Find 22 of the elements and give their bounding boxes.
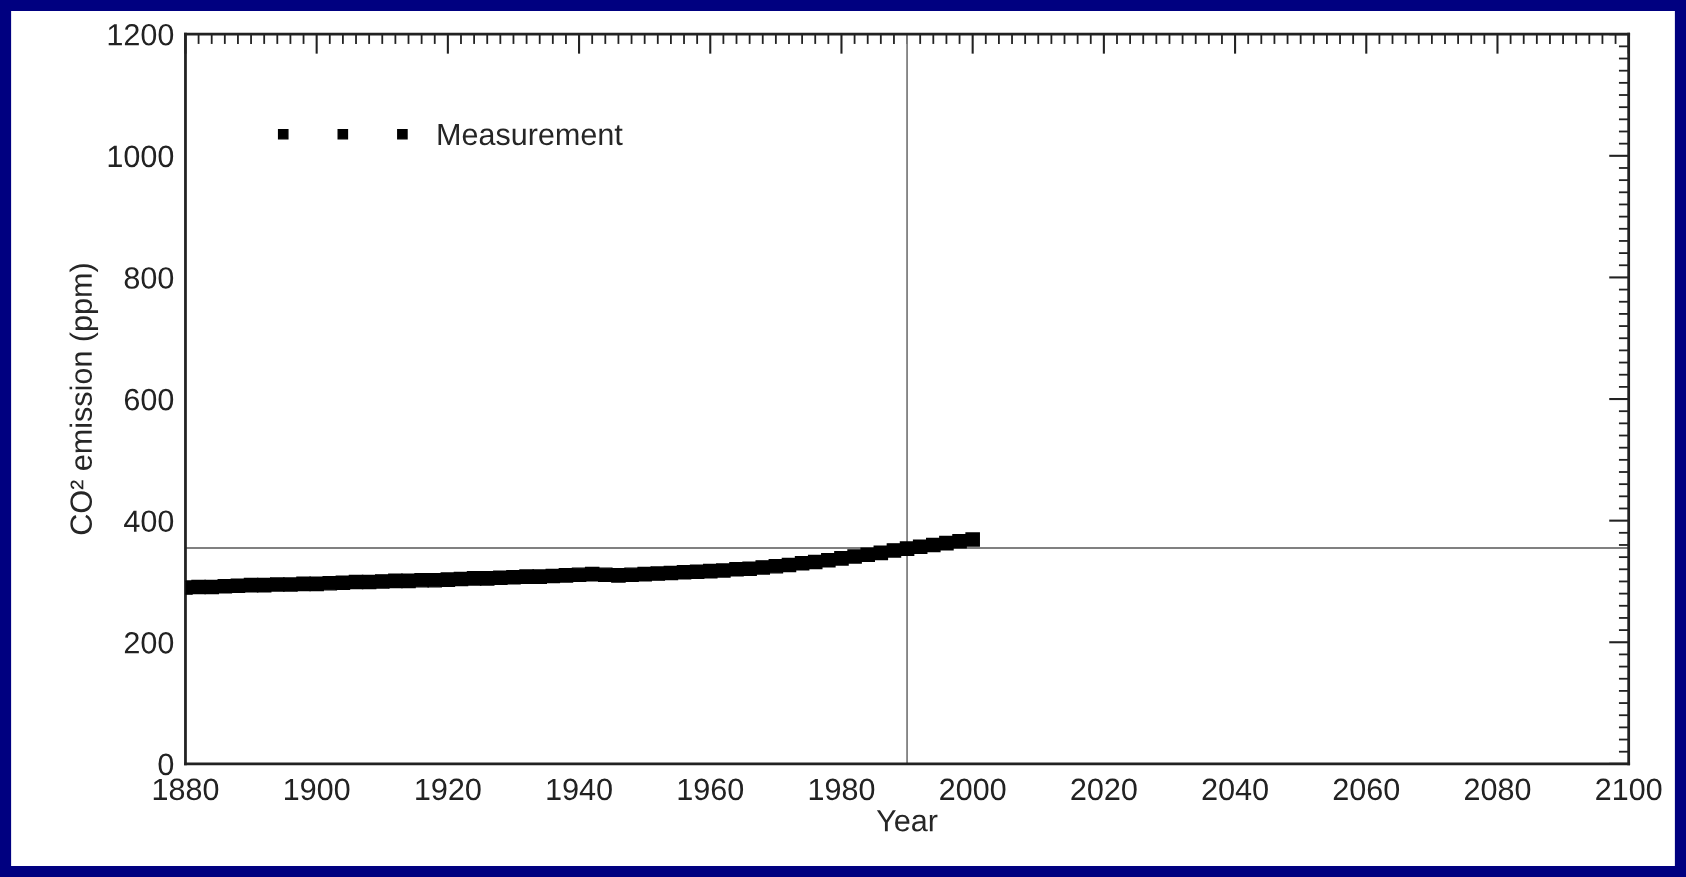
x-tick-label: 2020 (1071, 778, 1137, 801)
x-tick-label: 2040 (1202, 778, 1268, 801)
x-tick-label: 1940 (547, 778, 612, 801)
y-tick-label: 800 (124, 267, 174, 289)
x-tick-label: 1960 (678, 778, 744, 801)
x-tick-label: 2000 (940, 778, 1006, 801)
legend-label: Measurement (438, 123, 623, 146)
x-tick-label: 1880 (153, 778, 219, 801)
x-tick-label: 1920 (416, 778, 481, 801)
x-tick-label: 2080 (1465, 778, 1531, 801)
x-axis-title: Year (876, 810, 938, 832)
y-tick-label: 1200 (108, 23, 174, 46)
y-axis-title: CO² emission (ppm) (69, 264, 99, 535)
x-tick-label: 1900 (285, 778, 350, 801)
y-tick-label: 600 (124, 388, 174, 411)
x-tick-label: 2060 (1333, 778, 1400, 801)
x-tick-label: 2100 (1596, 778, 1662, 801)
y-tick-label: 0 (158, 753, 174, 776)
x-tick-label: 1980 (809, 778, 875, 801)
y-tick-label: 400 (124, 510, 174, 533)
y-tick-label: 1000 (108, 145, 174, 168)
y-tick-label: 200 (124, 631, 174, 654)
